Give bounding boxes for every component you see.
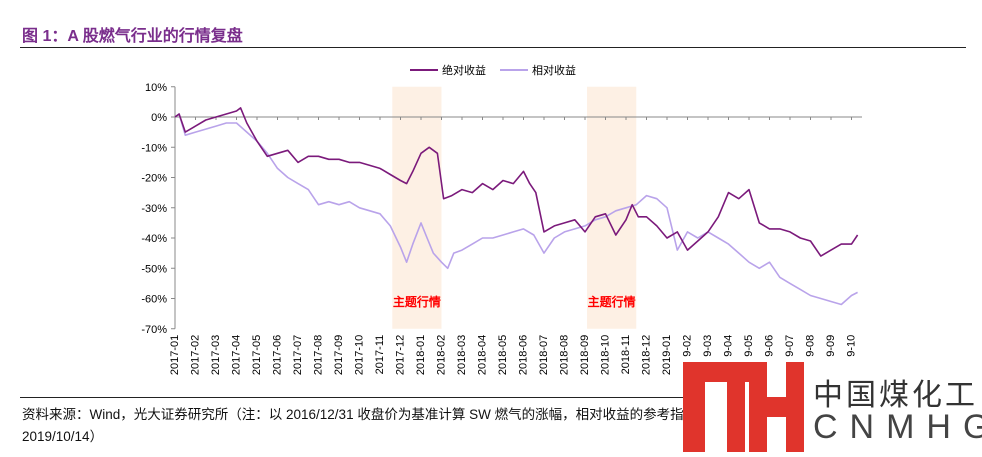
- x-tick-label: 2018-04: [477, 335, 489, 375]
- title-divider: [20, 47, 966, 48]
- x-tick-label: 9-02: [682, 335, 694, 357]
- x-tick-label: 2018-12: [641, 335, 653, 375]
- logo-text-en: CNMHG: [813, 408, 982, 446]
- x-tick-label: 2017-09: [333, 335, 345, 375]
- source-note: 资料来源：Wind，光大证券研究所（注：以 2016/12/31 收盘价为基准计…: [22, 404, 962, 448]
- series-line-relative: [174, 113, 858, 306]
- x-tick-label: 2017-10: [354, 335, 366, 375]
- x-tick-label: 9-07: [784, 335, 796, 357]
- x-tick-label: 2017-06: [272, 335, 284, 375]
- y-tick-label: -40%: [141, 233, 167, 245]
- figure-title: 图 1：A 股燃气行业的行情复盘: [22, 28, 243, 45]
- x-tick-label: 2017-12: [395, 335, 407, 375]
- x-tick-label: 2018-03: [456, 335, 468, 375]
- x-tick-label: 2017-04: [231, 335, 243, 375]
- x-tick-label: 2018-06: [518, 335, 530, 375]
- legend-label-0: 绝对收益: [442, 63, 486, 77]
- y-tick-label: -70%: [141, 324, 167, 336]
- x-tick-label: 2018-11: [620, 335, 632, 375]
- watermark-logo: 中国煤化工 CNMHG: [683, 362, 982, 452]
- x-tick-label: 9-05: [743, 335, 755, 357]
- source-line-2: 2019/10/14）: [22, 429, 104, 444]
- x-tick-label: 9-09: [825, 335, 837, 357]
- x-tick-label: 9-06: [764, 335, 776, 357]
- y-tick-label: 0%: [151, 112, 167, 124]
- x-tick-label: 2017-11: [374, 335, 386, 375]
- theme-label-0: 主题行情: [393, 294, 441, 309]
- y-tick-label: -20%: [141, 173, 167, 185]
- y-tick-label: -60%: [141, 294, 167, 306]
- theme-shade-0: [392, 86, 442, 329]
- source-line-1: 资料来源：Wind，光大证券研究所（注：以 2016/12/31 收盘价为基准计…: [22, 407, 801, 422]
- x-tick-label: 2017-07: [292, 335, 304, 375]
- x-tick-label: 2017-03: [210, 335, 222, 375]
- x-tick-label: 9-04: [723, 335, 735, 357]
- y-tick-label: -30%: [141, 203, 167, 215]
- y-tick-label: 10%: [145, 82, 167, 94]
- x-tick-label: 2018-10: [600, 335, 612, 375]
- x-tick-label: 9-10: [846, 335, 858, 357]
- y-tick-label: -50%: [141, 263, 167, 275]
- x-tick-label: 9-03: [702, 335, 714, 357]
- y-tick-label: -10%: [141, 142, 167, 154]
- x-tick-label: 2019-01: [661, 335, 673, 375]
- x-tick-label: 2017-08: [313, 335, 325, 375]
- logo-text-cn: 中国煤化工: [813, 379, 978, 412]
- x-tick-label: 2018-07: [538, 335, 550, 375]
- logo-mark-icon: [683, 362, 804, 452]
- x-tick-label: 2017-05: [251, 335, 263, 375]
- line-chart: 10% 0% -10% -20% -30% -40% -50% -60% -70%2017-01…: [141, 63, 862, 375]
- x-tick-label: 9-08: [805, 335, 817, 357]
- x-tick-label: 2017-02: [190, 335, 202, 375]
- x-tick-label: 2018-02: [436, 335, 448, 375]
- source-divider: [20, 397, 966, 398]
- series-line-absolute: [174, 107, 859, 257]
- x-tick-label: 2018-09: [579, 335, 591, 375]
- x-tick-label: 2018-01: [415, 335, 427, 375]
- x-tick-label: 2018-05: [497, 335, 509, 375]
- legend-label-1: 相对收益: [532, 63, 576, 77]
- x-tick-label: 2018-08: [559, 335, 571, 375]
- theme-label-1: 主题行情: [588, 294, 636, 309]
- x-tick-label: 2017-01: [169, 335, 181, 375]
